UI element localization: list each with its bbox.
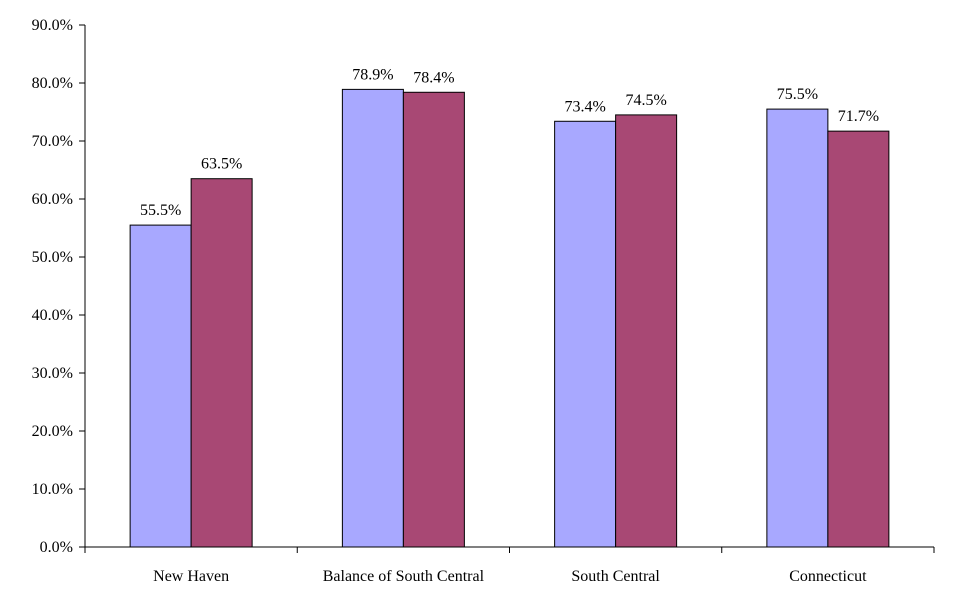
data-label: 63.5% — [201, 156, 242, 173]
data-label: 78.4% — [413, 69, 454, 86]
labels-layer: 55.5% 78.9% 73.4% 75.5% 63.5% 78.4% 74.5% 71.7% — [140, 66, 879, 219]
data-label: 73.4% — [564, 98, 605, 115]
data-label: 78.9% — [352, 66, 393, 83]
y-tick-label: 0.0% — [40, 539, 73, 556]
y-tick-label: 20.0% — [32, 423, 73, 440]
bar — [766, 108, 829, 548]
y-tick-label: 60.0% — [32, 191, 73, 208]
x-tick-label: Balance of South Central — [323, 568, 485, 585]
data-label: 75.5% — [777, 86, 818, 103]
data-label: 55.5% — [140, 202, 181, 219]
bar — [402, 91, 465, 548]
data-label: 74.5% — [625, 92, 666, 109]
bars-layer — [129, 88, 890, 548]
bar — [615, 114, 678, 548]
y-tick-label: 90.0% — [32, 17, 73, 34]
bar — [129, 224, 192, 548]
bar — [827, 130, 890, 548]
x-tick-label: New Haven — [153, 568, 229, 585]
y-tick-label: 50.0% — [32, 249, 73, 266]
y-tick-label: 10.0% — [32, 481, 73, 498]
x-tick-label: South Central — [571, 568, 660, 585]
x-tick-label: Connecticut — [789, 568, 867, 585]
axes-layer: 0.0% 10.0% 20.0% 30.0% 40.0% 50.0% 60.0% 70.0% 8… — [32, 17, 935, 585]
y-tick-label: 40.0% — [32, 307, 73, 324]
y-tick-label: 80.0% — [32, 75, 73, 92]
y-tick-label: 30.0% — [32, 365, 73, 382]
bar — [341, 88, 404, 548]
data-label: 71.7% — [838, 108, 879, 125]
bar — [554, 120, 617, 548]
y-tick-label: 70.0% — [32, 133, 73, 150]
bar — [190, 178, 253, 548]
